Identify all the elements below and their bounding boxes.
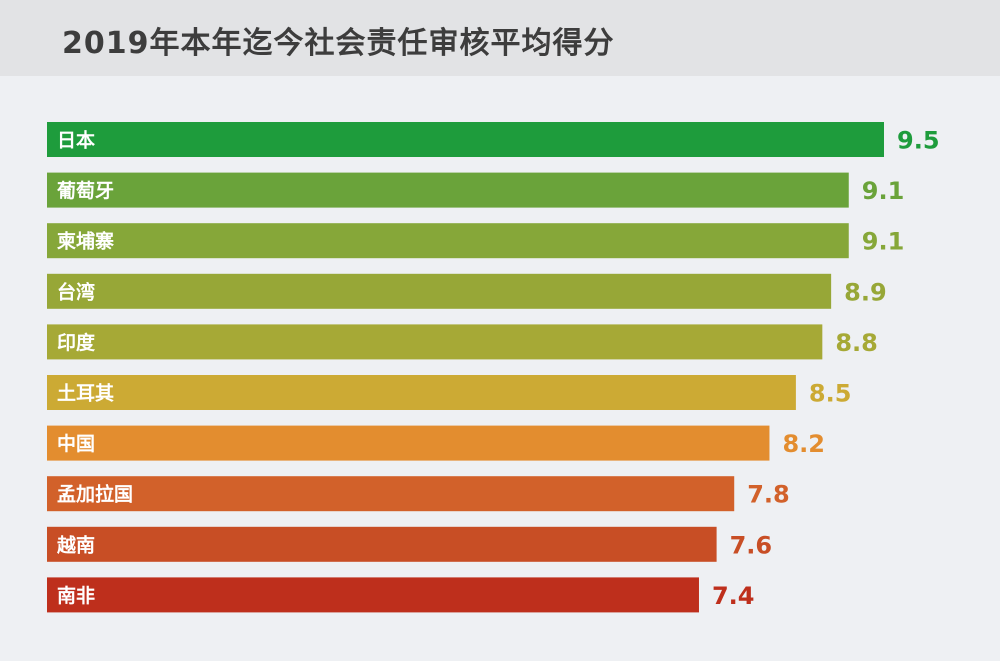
chart-title: 2019年本年迄今社会责任审核平均得分 (62, 26, 615, 61)
bar-category-label: 孟加拉国 (57, 483, 133, 506)
bar-value-label: 9.1 (862, 177, 905, 205)
bar-category-label: 越南 (56, 533, 95, 556)
bar-10 (47, 577, 699, 613)
bar-category-label: 葡萄牙 (57, 179, 114, 202)
bar-5 (47, 324, 823, 360)
bar-3 (47, 223, 849, 259)
title-bar: 2019年本年迄今社会责任审核平均得分 (0, 0, 1000, 76)
bar-value-label: 8.8 (835, 329, 878, 357)
bar-8 (47, 476, 735, 512)
bar-value-label: 9.5 (897, 127, 940, 155)
bar-value-label: 9.1 (862, 228, 905, 256)
bar-value-label: 8.2 (782, 430, 825, 458)
bar-category-label: 南非 (57, 585, 95, 607)
bar-value-label: 7.8 (747, 481, 790, 509)
bar-category-label: 台湾 (57, 280, 95, 303)
bar-2 (47, 172, 849, 208)
bar-category-label: 柬埔寨 (57, 230, 114, 253)
bar-value-label: 7.4 (712, 582, 755, 610)
bar-category-label: 土耳其 (57, 383, 114, 405)
bar-category-label: 中国 (57, 432, 95, 455)
bar-value-label: 7.6 (730, 531, 773, 559)
bar-1 (47, 122, 884, 157)
bar-7 (47, 425, 770, 461)
bar-category-label: 印度 (57, 331, 96, 354)
bar-4 (47, 273, 832, 309)
bar-6 (47, 375, 796, 410)
bar-value-label: 8.9 (844, 278, 887, 306)
bar-9 (47, 526, 717, 562)
bar-category-label: 日本 (57, 129, 95, 152)
bar-value-label: 8.5 (809, 380, 852, 408)
